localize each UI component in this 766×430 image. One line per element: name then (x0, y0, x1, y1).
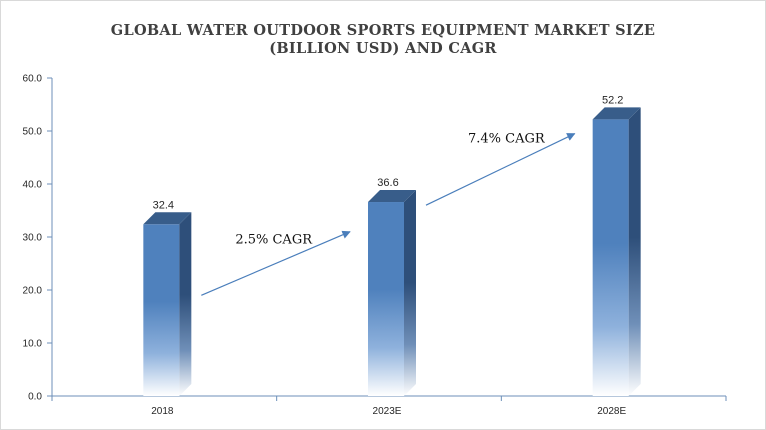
bar-side (404, 190, 416, 396)
data-label: 32.4 (153, 199, 174, 211)
cagr-arrow (425, 133, 576, 206)
bar-top (143, 212, 192, 225)
y-tick-label: 10.0 (23, 339, 43, 350)
bar (592, 107, 641, 396)
bar (368, 190, 416, 396)
y-tick-label: 50.0 (23, 127, 43, 138)
bar-side (628, 107, 641, 396)
bar (143, 212, 192, 396)
x-tick-label: 2023E (373, 406, 402, 417)
data-label: 52.2 (602, 94, 623, 106)
y-tick-label: 40.0 (23, 180, 43, 191)
x-tick-label: 2018 (151, 406, 174, 417)
cagr-label: 2.5% CAGR (235, 233, 313, 248)
bars (143, 107, 641, 396)
bar-front (592, 119, 629, 396)
bar-front (368, 202, 404, 396)
cagr-annotations: 2.5% CAGR 7.4% CAGR (201, 131, 576, 296)
chart-title-line-2: (BILLION USD) AND CAGR (269, 40, 497, 57)
y-tick-label: 0.0 (28, 392, 42, 403)
y-tick-label: 20.0 (23, 286, 43, 297)
bar-top (592, 107, 641, 120)
bar-top (368, 190, 416, 203)
data-label: 36.6 (377, 177, 398, 189)
x-tick-label: 2028E (597, 406, 626, 417)
y-tick-label: 60.0 (23, 74, 43, 85)
cagr-label: 7.4% CAGR (468, 131, 546, 146)
bar-front (143, 224, 180, 396)
data-labels: 32.4 36.6 52.2 (153, 94, 624, 211)
y-tick-label: 30.0 (23, 233, 43, 244)
chart-title: GLOBAL WATER OUTDOOR SPORTS EQUIPMENT MA… (0, 22, 766, 58)
bar-side (179, 212, 192, 396)
cagr-arrow (201, 230, 351, 296)
chart-title-line-1: GLOBAL WATER OUTDOOR SPORTS EQUIPMENT MA… (110, 22, 656, 39)
